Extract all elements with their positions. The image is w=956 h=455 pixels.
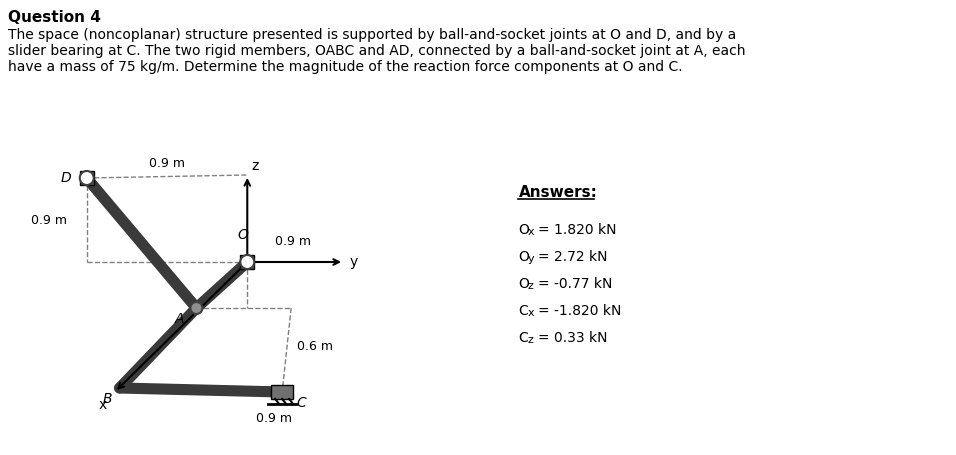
Text: 0.9 m: 0.9 m (256, 412, 293, 425)
Text: z: z (528, 335, 533, 345)
Text: 0.9 m: 0.9 m (275, 235, 312, 248)
Bar (240, 255, 254, 269)
Circle shape (79, 171, 94, 185)
Text: slider bearing at C. The two rigid members, OABC and AD, connected by a ball-and: slider bearing at C. The two rigid membe… (8, 44, 746, 58)
Text: B: B (102, 392, 112, 406)
Text: O: O (238, 228, 249, 242)
Text: D: D (60, 171, 71, 185)
Text: z: z (528, 281, 533, 291)
Bar (79, 171, 94, 185)
Text: O: O (518, 277, 530, 291)
Text: y: y (350, 255, 358, 269)
Text: C: C (296, 396, 306, 410)
Text: x: x (98, 398, 107, 412)
Text: 0.9 m: 0.9 m (31, 213, 67, 227)
Circle shape (240, 255, 254, 269)
Text: = -0.77 kN: = -0.77 kN (538, 277, 613, 291)
Text: C: C (518, 304, 529, 318)
Text: 0.9 m: 0.9 m (148, 157, 185, 170)
Text: = 2.72 kN: = 2.72 kN (538, 250, 608, 264)
Text: Question 4: Question 4 (8, 10, 100, 25)
Text: O: O (518, 250, 530, 264)
Text: = -1.820 kN: = -1.820 kN (538, 304, 621, 318)
Text: y: y (528, 254, 534, 264)
Text: The space (noncoplanar) structure presented is supported by ball-and-socket join: The space (noncoplanar) structure presen… (8, 28, 736, 42)
Circle shape (190, 302, 203, 314)
Text: x: x (528, 308, 534, 318)
Text: x: x (528, 227, 534, 237)
Text: O: O (518, 223, 530, 237)
Text: = 0.33 kN: = 0.33 kN (538, 331, 608, 345)
Bar (272, 385, 293, 399)
Text: z: z (251, 159, 259, 173)
Text: Answers:: Answers: (518, 185, 598, 200)
Text: 0.6 m: 0.6 m (297, 339, 333, 353)
Text: have a mass of 75 kg/m. Determine the magnitude of the reaction force components: have a mass of 75 kg/m. Determine the ma… (8, 60, 683, 74)
Text: C: C (518, 331, 529, 345)
Text: A: A (175, 312, 185, 326)
Text: = 1.820 kN: = 1.820 kN (538, 223, 617, 237)
